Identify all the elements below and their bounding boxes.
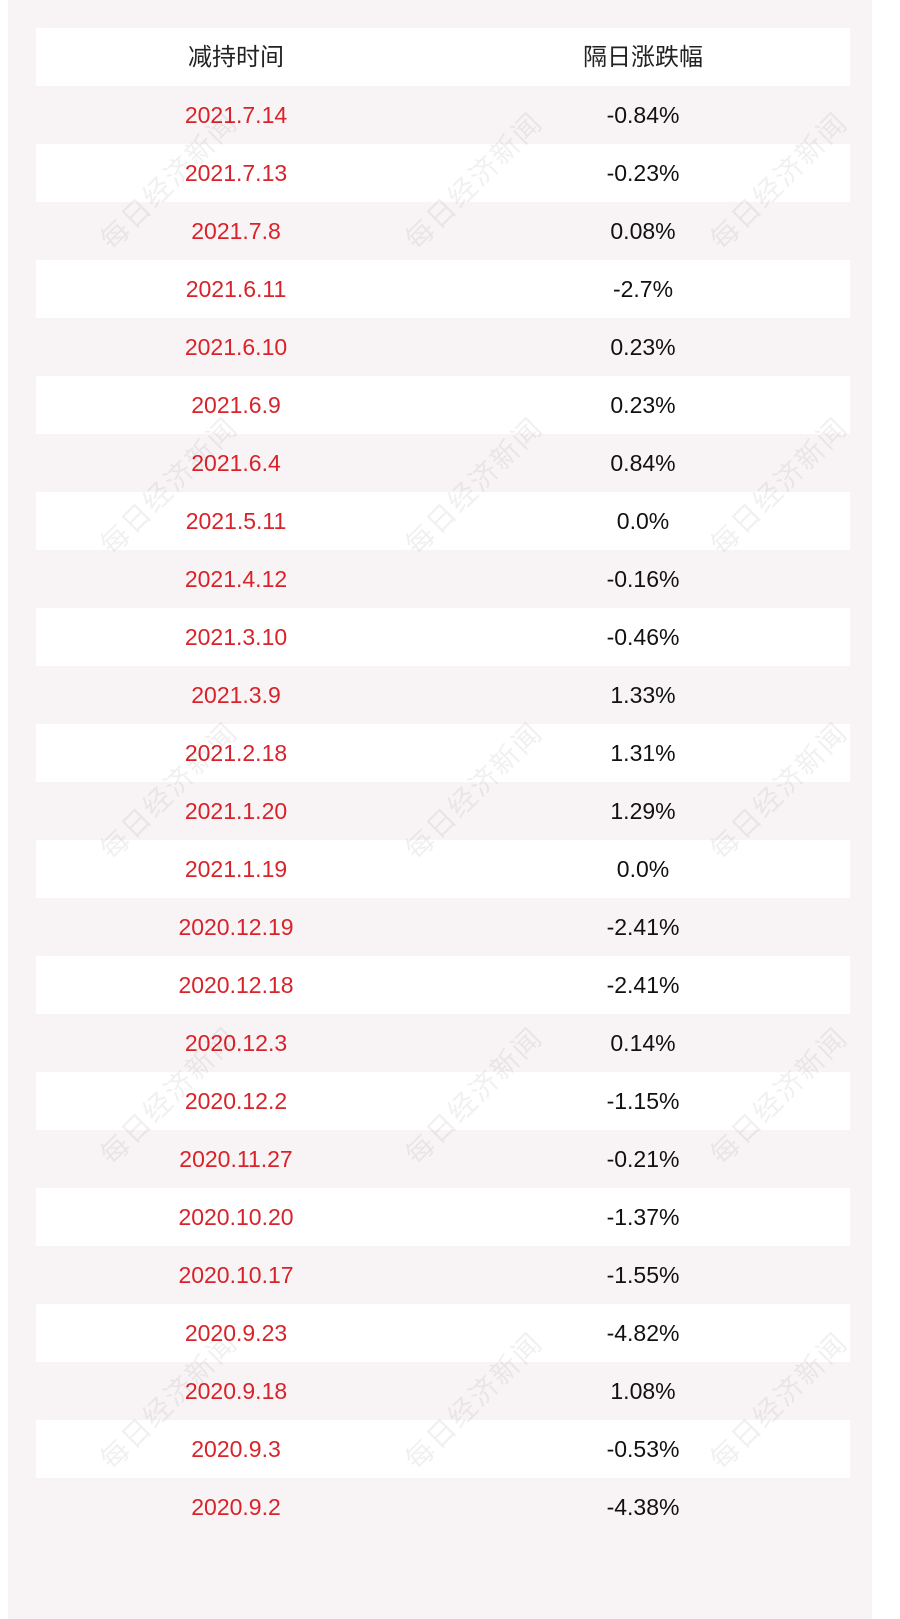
- date-cell: 2021.7.13: [184, 160, 288, 186]
- date-cell: 2021.1.20: [184, 798, 288, 824]
- table-row: 2021.4.12 -0.16%: [36, 550, 850, 608]
- table-row: 2020.9.23 -4.82%: [36, 1304, 850, 1362]
- date-cell: 2020.10.17: [178, 1262, 294, 1288]
- table-row: 2021.6.9 0.23%: [36, 376, 850, 434]
- change-cell: 1.31%: [610, 740, 676, 766]
- date-cell: 2021.6.10: [184, 334, 288, 360]
- date-cell: 2021.6.9: [191, 392, 281, 418]
- change-cell: 1.29%: [610, 798, 676, 824]
- table-row: 2020.12.18 -2.41%: [36, 956, 850, 1014]
- date-cell: 2020.9.23: [184, 1320, 288, 1346]
- change-cell: -2.7%: [612, 276, 674, 302]
- table-row: 2021.6.10 0.23%: [36, 318, 850, 376]
- change-cell: -0.46%: [606, 624, 680, 650]
- date-cell: 2021.5.11: [185, 508, 287, 534]
- header-date: 减持时间: [188, 43, 284, 71]
- date-cell: 2021.3.9: [191, 682, 281, 708]
- date-cell: 2020.12.19: [178, 914, 294, 940]
- change-cell: -1.37%: [606, 1204, 680, 1230]
- table-row: 2021.5.11 0.0%: [36, 492, 850, 550]
- change-cell: -2.41%: [606, 914, 680, 940]
- table-row: 2020.12.19 -2.41%: [36, 898, 850, 956]
- date-cell: 2021.1.19: [184, 856, 288, 882]
- table-row: 2021.3.10 -0.46%: [36, 608, 850, 666]
- date-cell: 2020.9.3: [191, 1436, 281, 1462]
- change-cell: -1.55%: [606, 1262, 680, 1288]
- date-cell: 2020.9.18: [184, 1378, 288, 1404]
- table-row: 2021.7.14 -0.84%: [36, 86, 850, 144]
- change-cell: 0.84%: [610, 450, 676, 476]
- table-row: 2020.12.2 -1.15%: [36, 1072, 850, 1130]
- change-cell: -0.16%: [606, 566, 680, 592]
- table-row: 2021.2.18 1.31%: [36, 724, 850, 782]
- date-cell: 2021.4.12: [184, 566, 288, 592]
- table-header: 减持时间 隔日涨跌幅: [36, 28, 850, 86]
- date-cell: 2020.9.2: [191, 1494, 281, 1520]
- date-cell: 2020.12.18: [178, 972, 294, 998]
- change-cell: 0.0%: [616, 856, 670, 882]
- change-cell: -1.15%: [606, 1088, 680, 1114]
- date-cell: 2021.6.4: [191, 450, 281, 476]
- change-cell: 0.08%: [610, 218, 676, 244]
- date-cell: 2021.3.10: [184, 624, 288, 650]
- table-row: 2021.1.19 0.0%: [36, 840, 850, 898]
- change-cell: -4.82%: [606, 1320, 680, 1346]
- date-cell: 2021.6.11: [185, 276, 287, 302]
- change-cell: 0.14%: [610, 1030, 676, 1056]
- table-row: 2020.10.20 -1.37%: [36, 1188, 850, 1246]
- date-cell: 2020.11.27: [179, 1146, 293, 1172]
- change-cell: -0.21%: [606, 1146, 680, 1172]
- change-cell: 0.0%: [616, 508, 670, 534]
- change-cell: -0.84%: [606, 102, 680, 128]
- change-cell: 1.33%: [610, 682, 676, 708]
- date-cell: 2021.2.18: [184, 740, 288, 766]
- change-cell: -4.38%: [606, 1494, 680, 1520]
- date-cell: 2020.12.3: [184, 1030, 288, 1056]
- table-row: 2021.1.20 1.29%: [36, 782, 850, 840]
- table-row: 2020.12.3 0.14%: [36, 1014, 850, 1072]
- change-cell: -0.53%: [606, 1436, 680, 1462]
- reduction-table: 减持时间 隔日涨跌幅 2021.7.14 -0.84% 2021.7.13 -0.23…: [36, 28, 850, 1536]
- table-row: 2021.6.11 -2.7%: [36, 260, 850, 318]
- change-cell: 0.23%: [610, 392, 676, 418]
- table-row: 2021.3.9 1.33%: [36, 666, 850, 724]
- table-row: 2021.7.13 -0.23%: [36, 144, 850, 202]
- table-row: 2020.9.3 -0.53%: [36, 1420, 850, 1478]
- date-cell: 2021.7.14: [184, 102, 288, 128]
- date-cell: 2020.10.20: [178, 1204, 294, 1230]
- table-row: 2020.9.2 -4.38%: [36, 1478, 850, 1536]
- header-change: 隔日涨跌幅: [583, 43, 703, 71]
- table-row: 2021.6.4 0.84%: [36, 434, 850, 492]
- table-panel: 减持时间 隔日涨跌幅 2021.7.14 -0.84% 2021.7.13 -0.23…: [8, 0, 872, 1619]
- date-cell: 2020.12.2: [184, 1088, 288, 1114]
- table-row: 2020.9.18 1.08%: [36, 1362, 850, 1420]
- table-row: 2021.7.8 0.08%: [36, 202, 850, 260]
- change-cell: 0.23%: [610, 334, 676, 360]
- table-row: 2020.10.17 -1.55%: [36, 1246, 850, 1304]
- table-row: 2020.11.27 -0.21%: [36, 1130, 850, 1188]
- date-cell: 2021.7.8: [191, 218, 281, 244]
- change-cell: 1.08%: [610, 1378, 676, 1404]
- change-cell: -2.41%: [606, 972, 680, 998]
- change-cell: -0.23%: [606, 160, 680, 186]
